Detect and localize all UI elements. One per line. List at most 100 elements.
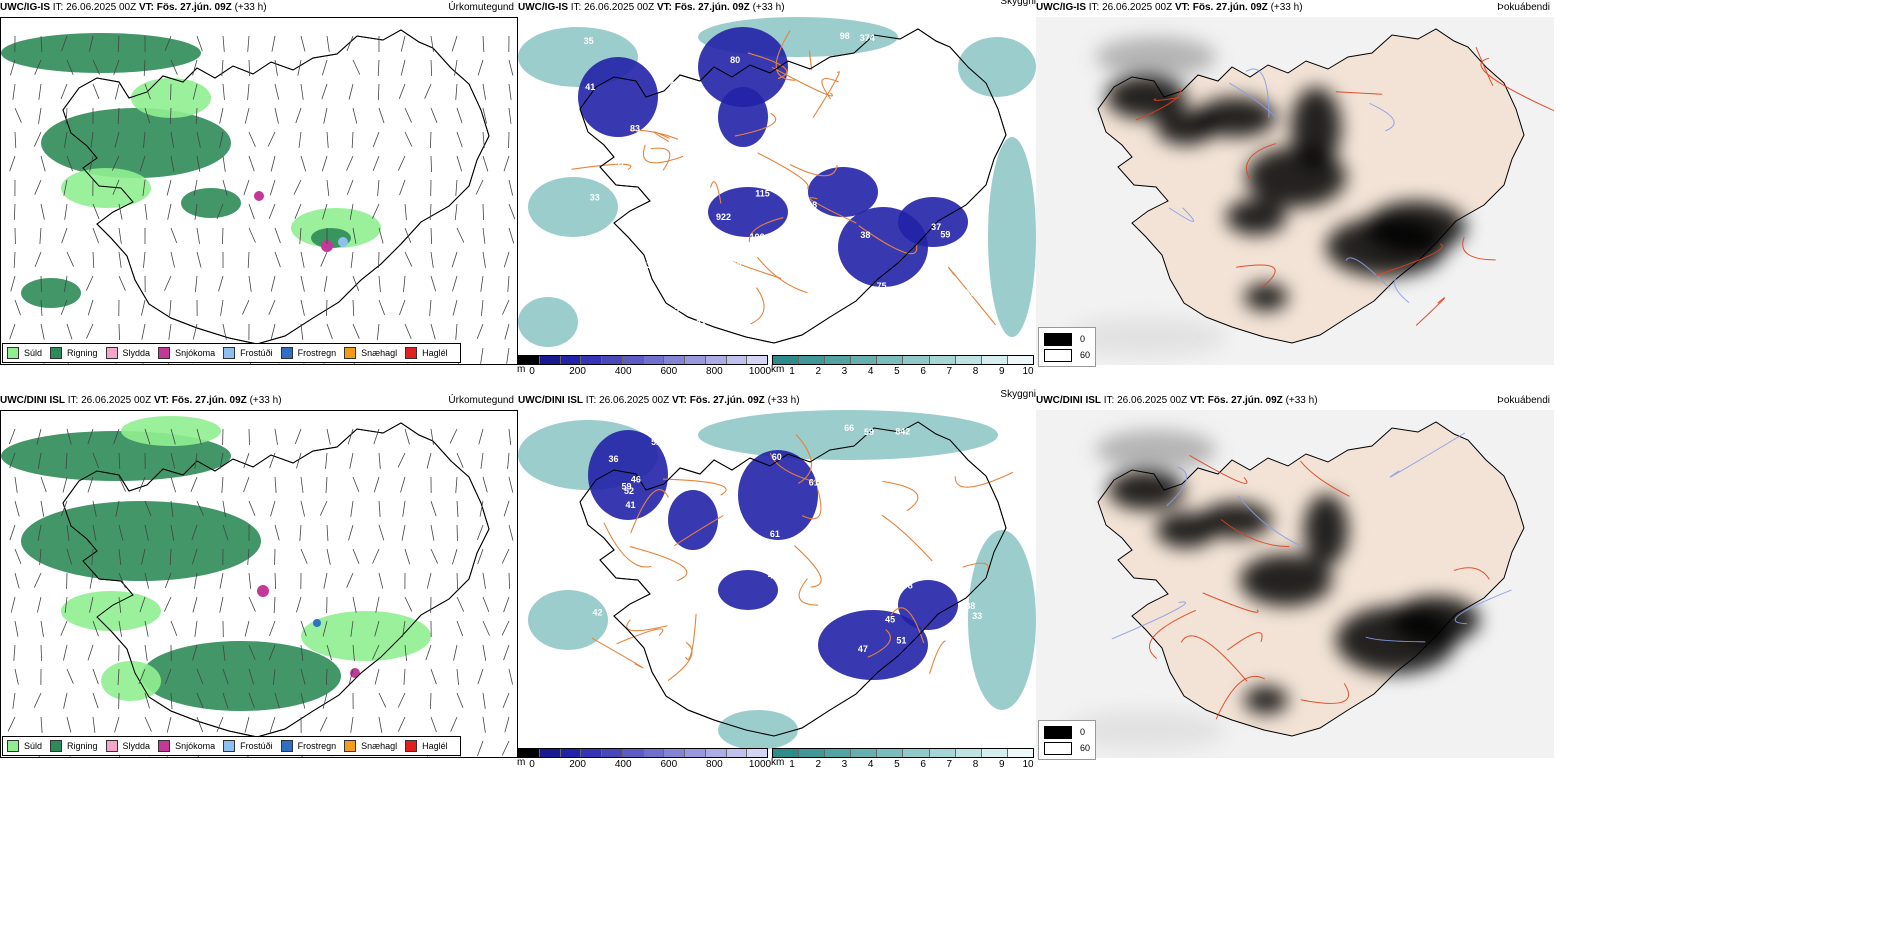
run-header: UWC/IG-IS IT: 26.06.2025 00Z VT: Fös. 27… — [1036, 0, 1303, 16]
fog-key-row: 0 — [1044, 331, 1090, 347]
colorbar-cell — [664, 749, 685, 757]
colorbar-cell — [825, 749, 852, 757]
map-fog[interactable] — [1036, 410, 1554, 758]
panel-precip-2: UWC/DINI ISL IT: 26.06.2025 00Z VT: Fös.… — [0, 393, 518, 783]
vt-label: VT: — [671, 395, 687, 406]
cloud-base-label: 60 — [772, 452, 782, 462]
cloud-base-label: 51 — [615, 159, 625, 169]
colorbar-cell — [726, 749, 748, 757]
run-header: UWC/DINI ISL IT: 26.06.2025 00Z VT: Fös.… — [0, 393, 282, 409]
fog-key: 0 60 — [1038, 720, 1097, 760]
panel-title: Þokuábendi — [1497, 2, 1550, 13]
cloud-base-label: 57 — [674, 304, 684, 314]
colorbar-cell — [851, 356, 878, 364]
colorbar-tick: 5 — [894, 366, 900, 377]
colorbar-cell — [519, 356, 540, 364]
cloud-base-label: 33 — [972, 611, 982, 621]
visibility-field — [518, 410, 1036, 750]
legend-label: Frostúði — [240, 348, 273, 358]
valid-time: Fös. 27.jún. 09Z — [689, 395, 765, 406]
colorbar-tick: 10 — [1022, 759, 1034, 770]
cloud-base-label: 46 — [768, 570, 778, 580]
colorbar-cell — [622, 356, 644, 364]
colorbar-tick: 7 — [946, 759, 953, 770]
init-time: 26.06.2025 00Z — [1117, 395, 1188, 406]
init-time: 26.06.2025 00Z — [66, 2, 137, 13]
map-vis[interactable]: 115 97 106 103 46 55 42 59 53 88 375 48 922 51 80 54 61 6… — [518, 17, 1036, 365]
wind-barbs — [7, 428, 514, 757]
cloud-base-label: 37 — [931, 222, 941, 232]
valid-time: Fös. 27.jún. 09Z — [156, 2, 232, 13]
legend-label: Slydda — [122, 348, 151, 358]
lead-time: (+33 h) — [249, 395, 282, 406]
fog-key-value: 0 — [1080, 334, 1086, 344]
colorbar-tick: 3 — [841, 759, 848, 770]
valid-time: Fös. 27.jún. 09Z — [1192, 2, 1268, 13]
colorbar-tick: 200 — [569, 366, 586, 377]
fog-key-value: 60 — [1080, 350, 1091, 360]
legend-item: Súld — [7, 740, 42, 752]
colorbar-cell — [581, 356, 602, 364]
panel-vis-2: UWC/DINI ISL IT: 26.06.2025 00Z VT: Fös.… — [517, 389, 1036, 783]
cloud-base-label: 37 — [958, 117, 968, 127]
road-network — [571, 30, 997, 326]
cloud-base-label: 46 — [679, 166, 689, 176]
run-header: UWC/IG-IS IT: 26.06.2025 00Z VT: Fös. 27… — [518, 0, 785, 16]
cloud-base-label: 72 — [615, 172, 625, 182]
fog-key-swatch — [1044, 741, 1072, 755]
run-header: UWC/DINI ISL IT: 26.06.2025 00Z VT: Fös.… — [518, 393, 800, 409]
legend-label: Snjókoma — [175, 348, 216, 358]
colorbar-unit: m — [517, 757, 526, 768]
panel-title: Skyggni — [1000, 389, 1036, 400]
panel-title: Skyggni — [1000, 0, 1036, 7]
legend-label: Rigning — [67, 348, 98, 358]
cloud-base-label: 44 — [631, 33, 641, 43]
colorbar-cell — [560, 356, 582, 364]
cloud-base-label: 61 — [809, 478, 819, 488]
colorbar-tick: 2 — [815, 366, 821, 377]
run-header: UWC/IG-IS IT: 26.06.2025 00Z VT: Fös. 27… — [0, 0, 267, 16]
road-network — [591, 433, 1014, 681]
legend-swatch — [405, 740, 418, 752]
colorbar-cell — [726, 356, 748, 364]
lead-time: (+33 h) — [752, 2, 785, 13]
cloud-base-label: 45 — [778, 571, 788, 581]
colorbar-cell — [705, 356, 727, 364]
cloud-base-label: 42 — [592, 607, 602, 617]
cloud-base-label: 97 — [585, 257, 595, 267]
road-network — [1111, 432, 1512, 720]
colorbar-unit: m — [517, 364, 526, 375]
vt-label: VT: — [656, 2, 672, 13]
vt-label: VT: — [1189, 395, 1205, 406]
legend-swatch — [344, 740, 357, 752]
run-header: UWC/DINI ISL IT: 26.06.2025 00Z VT: Fös.… — [1036, 393, 1318, 409]
cloud-base-labels: 4746365247594545464966616149606988638421… — [592, 423, 982, 702]
cloud-base-label: 77 — [760, 607, 770, 617]
it-label: IT: — [67, 395, 79, 406]
map-fog[interactable] — [1036, 17, 1554, 365]
colorbar-cell — [622, 749, 644, 757]
colorbar-cell — [643, 749, 665, 757]
legend-label: Snæhagl — [361, 348, 398, 358]
cloud-base-label: 82 — [831, 144, 841, 154]
model-name: UWC/IG-IS — [1036, 2, 1086, 13]
colorbar-cell — [1007, 749, 1033, 757]
cloud-base-label: 922 — [716, 212, 731, 222]
colorbar-tick: 7 — [946, 366, 953, 377]
legend-label: Haglél — [422, 348, 448, 358]
init-time: 26.06.2025 00Z — [584, 2, 655, 13]
model-name: UWC/DINI ISL — [0, 395, 65, 406]
map-precip[interactable] — [0, 17, 518, 365]
panel-vis-1: UWC/IG-IS IT: 26.06.2025 00Z VT: Fös. 27… — [517, 0, 1036, 390]
colorbar-cell — [560, 749, 582, 757]
legend-swatch — [223, 740, 236, 752]
panel-title: Úrkomutegund — [448, 395, 514, 406]
map-vis[interactable]: 47 46 36 52 47 59 45 45 46 49 66 61 61 49 60 69 88 63 842 1… — [518, 410, 1036, 758]
colorbar-cell — [825, 356, 852, 364]
colorbar-cell — [981, 749, 1008, 757]
legend-label: Haglél — [422, 741, 448, 751]
model-name: UWC/IG-IS — [518, 2, 568, 13]
fog-key-row: 0 — [1044, 724, 1090, 740]
cloud-base-label: 53 — [925, 149, 935, 159]
map-precip[interactable] — [0, 410, 518, 758]
